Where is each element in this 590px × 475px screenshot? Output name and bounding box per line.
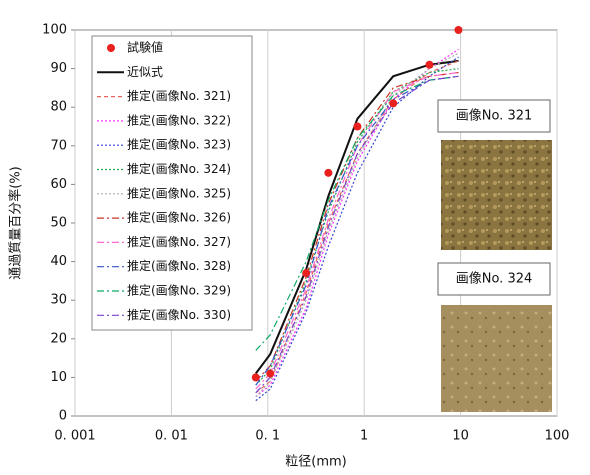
x-tick-label: 0. 01	[155, 429, 188, 444]
x-tick-label: 10	[452, 429, 469, 444]
legend-label: 推定(画像No. 323)	[127, 137, 231, 152]
legend-box	[91, 35, 253, 331]
legend-label: 推定(画像No. 322)	[127, 112, 231, 127]
legend-label: 試験値	[127, 40, 163, 55]
legend-label: 推定(画像No. 329)	[127, 283, 231, 298]
legend-label: 推定(画像No. 326)	[127, 210, 231, 225]
annotation-box	[437, 99, 551, 133]
series-line	[255, 48, 459, 398]
data-point	[324, 168, 333, 177]
photo	[441, 305, 552, 412]
y-tick-label: 90	[50, 61, 67, 76]
y-tick-label: 50	[50, 216, 67, 231]
series-line	[255, 75, 459, 351]
data-point	[266, 369, 275, 378]
series-line	[255, 75, 459, 386]
y-tick-label: 80	[50, 100, 67, 115]
legend-label: 推定(画像No. 327)	[127, 234, 231, 249]
y-tick-label: 20	[50, 331, 67, 346]
data-point	[389, 99, 398, 108]
data-point	[251, 373, 260, 382]
series-line	[255, 68, 459, 386]
legend-label: 推定(画像No. 325)	[127, 185, 231, 200]
legend-marker	[107, 44, 115, 52]
x-tick-label: 1	[360, 429, 368, 444]
y-tick-label: 60	[50, 177, 67, 192]
data-point	[425, 60, 434, 69]
series-line	[255, 60, 459, 394]
legend-label: 近似式	[127, 65, 163, 79]
x-tick-label: 0. 1	[255, 429, 280, 444]
series-line	[255, 56, 459, 402]
data-point	[302, 269, 311, 278]
series-line	[255, 52, 459, 398]
series-line	[255, 71, 459, 382]
series-line	[254, 59, 459, 375]
y-tick-label: 40	[50, 254, 67, 269]
y-axis-label: 通過質量百分率(%)	[8, 166, 24, 280]
series-line	[255, 75, 459, 394]
photo	[441, 140, 552, 250]
data-point	[353, 122, 362, 131]
y-tick-label: 10	[50, 370, 67, 385]
x-tick-label: 0. 001	[54, 429, 95, 444]
annotation: 画像No. 324	[456, 272, 533, 287]
legend-label: 推定(画像No. 330)	[127, 307, 231, 322]
x-axis-label: 粒径(mm)	[285, 455, 346, 470]
y-tick-label: 0	[59, 409, 67, 424]
legend-label: 推定(画像No. 328)	[127, 258, 231, 273]
y-tick-label: 70	[50, 138, 67, 153]
annotation-box	[437, 262, 551, 296]
annotation: 画像No. 321	[456, 109, 533, 124]
series-line	[255, 71, 459, 390]
x-tick-label: 100	[545, 429, 570, 444]
y-tick-label: 100	[42, 23, 67, 38]
legend-label: 推定(画像No. 324)	[127, 161, 231, 176]
legend-label: 推定(画像No. 321)	[127, 88, 231, 103]
data-point	[454, 26, 463, 34]
y-tick-label: 30	[50, 293, 67, 308]
